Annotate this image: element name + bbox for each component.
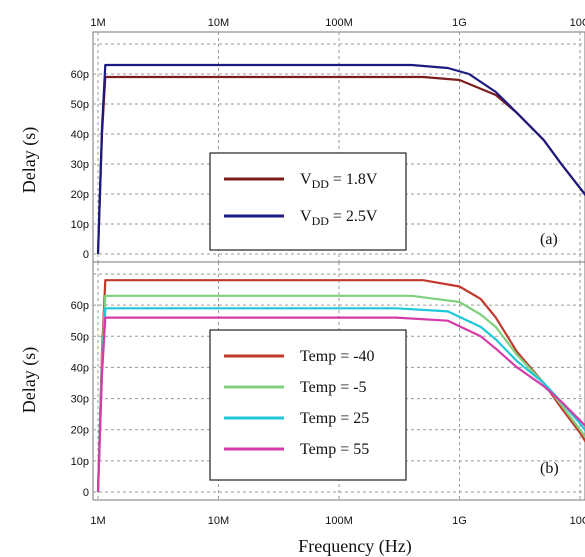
x-tick-label: 1M <box>90 515 105 527</box>
y-tick-label: 20p <box>71 425 89 437</box>
y-tick-label: 60p <box>71 300 89 312</box>
panel-label: (b) <box>540 460 559 477</box>
legend-entry-label: VDD = 2.5V <box>300 208 378 228</box>
x-tick-label: 1G <box>452 17 467 29</box>
y-tick-label: 50p <box>71 331 89 343</box>
panel-a-vdd: 0 10p 20p 30p 40p 50p 60p 1M 10M 100M 1G 10G VDD = 1… <box>71 17 585 263</box>
y-tick-label: 40p <box>71 362 89 374</box>
y-tick-label: 50p <box>71 99 89 111</box>
x-tick-label: 10M <box>208 17 229 29</box>
y-tick-label: 10p <box>71 456 89 468</box>
legend-entry-label: Temp = -40 <box>300 348 375 365</box>
legend-entry-label: Temp = 25 <box>300 410 369 427</box>
series-line-2 <box>96 63 585 255</box>
series-group <box>96 279 585 493</box>
panel-label: (a) <box>540 231 558 248</box>
y-tick-label: 20p <box>71 189 89 201</box>
x-axis-label: Frequency (Hz) <box>298 536 411 557</box>
y-tick-label: 30p <box>71 159 89 171</box>
legend-entry-label: VDD = 1.8V <box>300 171 378 191</box>
series-group <box>96 63 585 255</box>
x-tick-label: 100M <box>325 17 353 29</box>
x-tick-label: 10G <box>570 17 585 29</box>
x-tick-label: 10G <box>570 515 585 527</box>
series-line-2 <box>96 294 585 493</box>
y-tick-label: 0 <box>83 249 89 261</box>
y-tick-label: 0 <box>83 487 89 499</box>
series-line-1 <box>96 279 585 493</box>
panel-b-temperature: 0 10p 20p 30p 40p 50p 60p 1M 10M 100M 1G 10G Temp = … <box>71 261 585 527</box>
x-tick-label: 1M <box>90 17 105 29</box>
y-axis-label-a: Delay (s) <box>19 127 40 193</box>
legend-entry-label: Temp = -5 <box>300 379 367 396</box>
x-tick-label: 100M <box>325 515 353 527</box>
y-tick-label: 10p <box>71 219 89 231</box>
legend: Temp = -40 Temp = -5 Temp = 25 Temp = 55 <box>209 329 407 481</box>
legend-entry-label: Temp = 55 <box>300 441 369 458</box>
y-tick-label: 40p <box>71 129 89 141</box>
y-tick-label: 30p <box>71 394 89 406</box>
legend-box <box>209 152 407 251</box>
y-axis-label-b: Delay (s) <box>19 347 40 413</box>
y-tick-label: 60p <box>71 69 89 81</box>
x-tick-label: 10M <box>208 515 229 527</box>
legend: VDD = 1.8V VDD = 2.5V <box>209 152 407 251</box>
series-line-4 <box>96 316 585 493</box>
x-tick-label: 1G <box>452 515 467 527</box>
